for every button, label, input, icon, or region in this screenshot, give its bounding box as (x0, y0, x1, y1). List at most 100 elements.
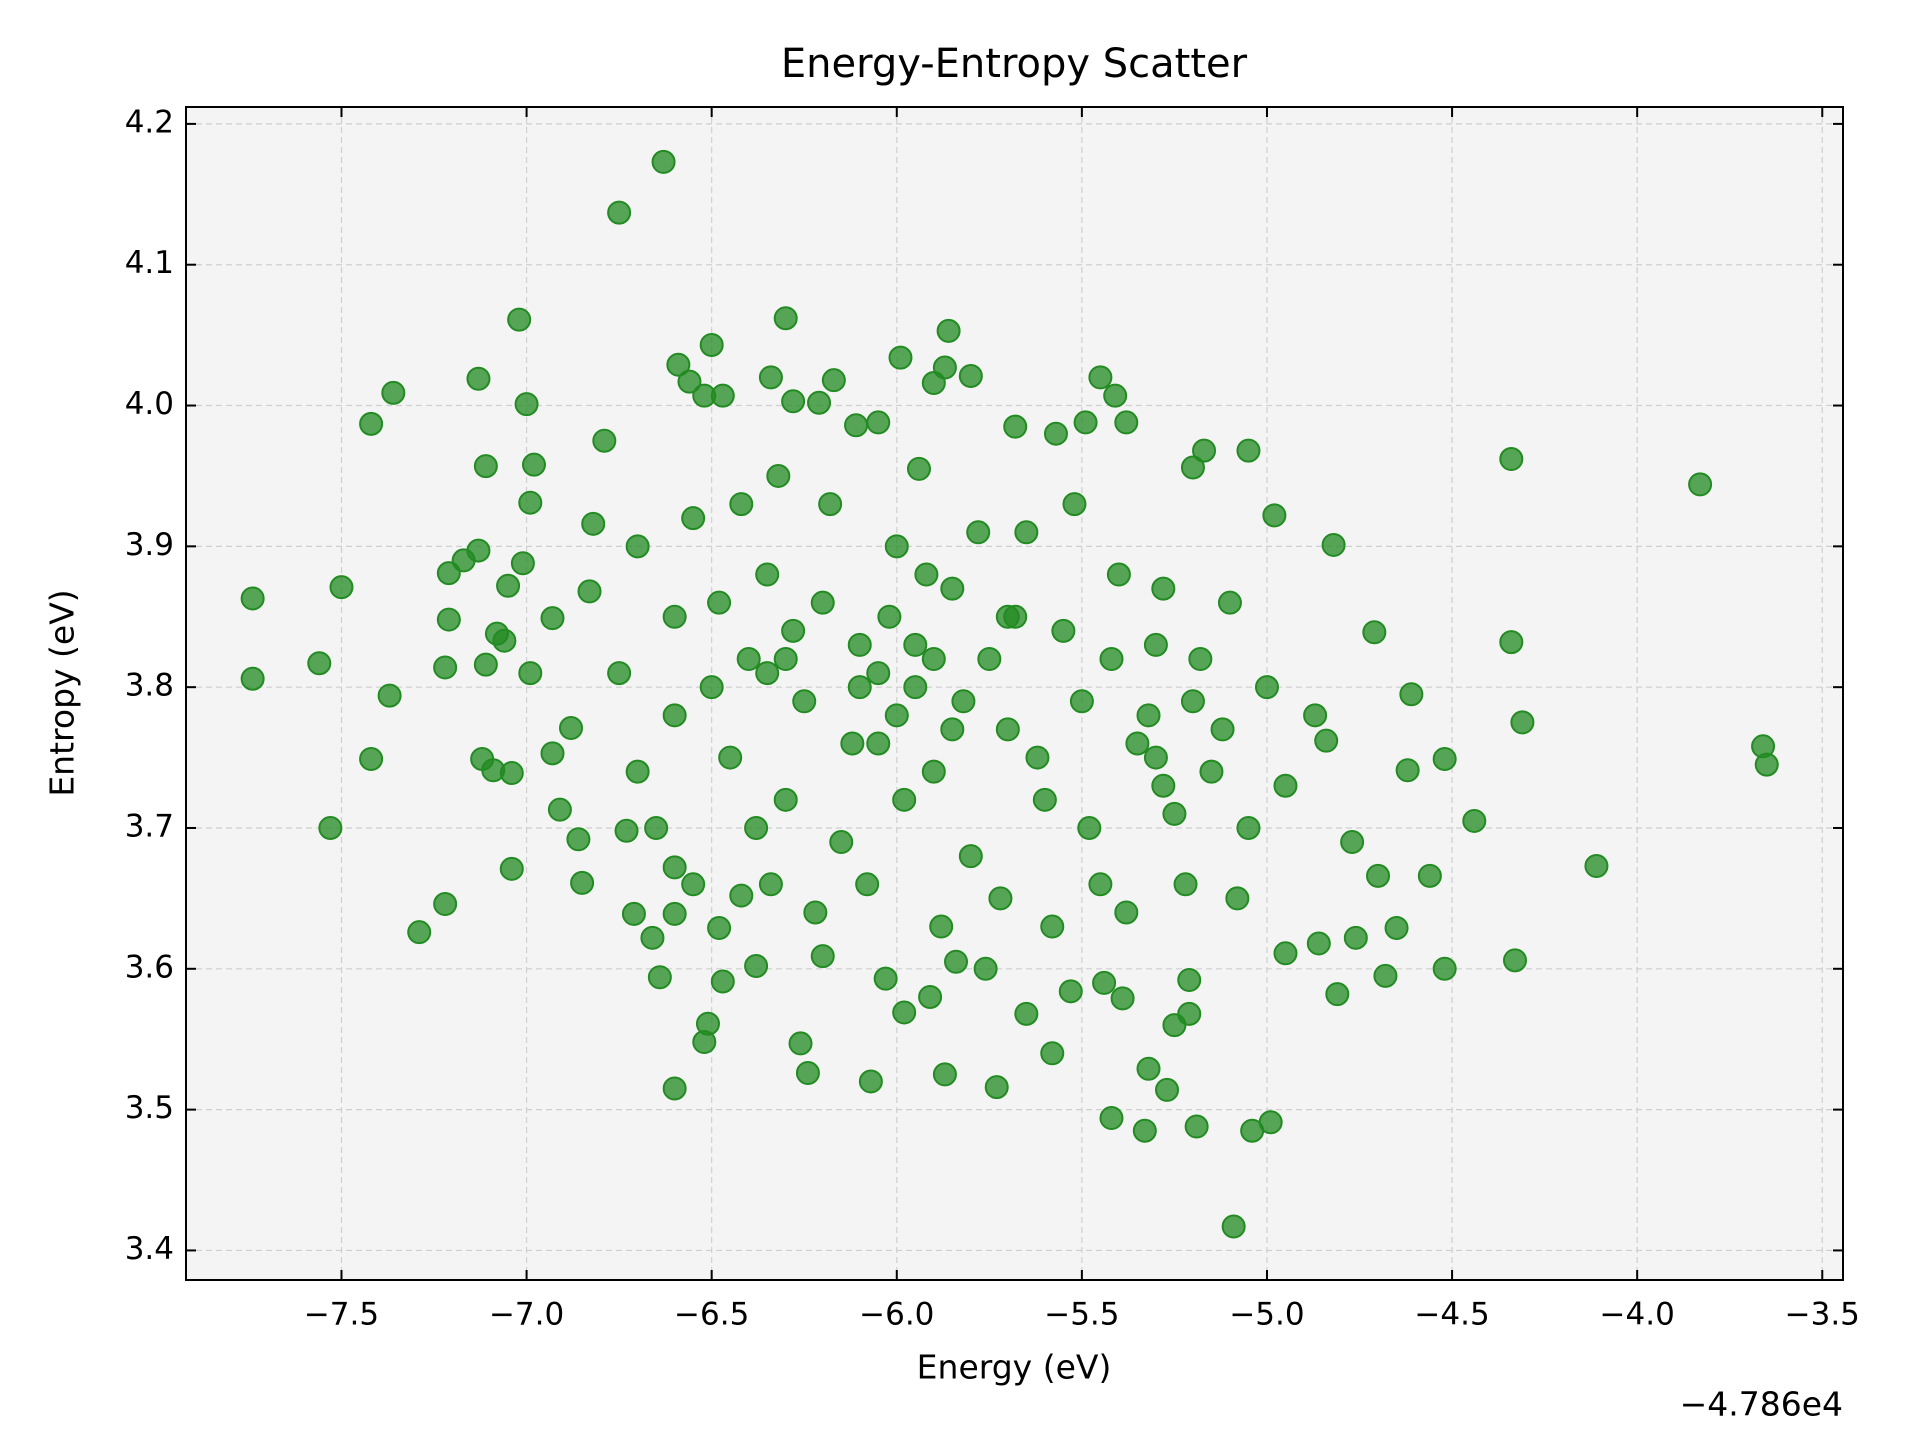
point (829, 830, 854, 855)
point (977, 647, 1002, 671)
point (877, 604, 902, 629)
point (1395, 758, 1420, 783)
point (1177, 968, 1202, 993)
x-tick-label: −3.5 (1785, 1297, 1860, 1333)
point (1088, 365, 1113, 390)
point (844, 413, 869, 438)
point (847, 675, 872, 700)
point (1099, 1106, 1124, 1131)
point (710, 969, 735, 994)
point (1188, 647, 1213, 671)
x-tick-label: −6.5 (674, 1297, 749, 1333)
point (866, 661, 891, 686)
point (1303, 703, 1328, 728)
point (1177, 1001, 1202, 1026)
point (1273, 941, 1298, 966)
point (766, 463, 791, 488)
point (240, 666, 265, 691)
point (810, 590, 835, 615)
point (662, 1076, 687, 1101)
point (984, 1075, 1009, 1100)
point (821, 368, 846, 393)
point (329, 575, 354, 600)
point (755, 661, 780, 686)
plot-frame (185, 106, 1844, 1281)
point (473, 652, 498, 677)
x-tick-label: −7.0 (489, 1297, 564, 1333)
point (940, 717, 965, 742)
point (1014, 1001, 1039, 1026)
point (577, 579, 602, 604)
point (755, 562, 780, 587)
point (973, 956, 998, 981)
point (662, 703, 687, 728)
point (625, 759, 650, 784)
point (359, 411, 384, 436)
point (729, 883, 754, 908)
point (918, 984, 943, 1009)
point (773, 306, 798, 331)
point (1132, 1118, 1157, 1143)
point (995, 717, 1020, 742)
point (929, 914, 954, 939)
point (499, 761, 524, 786)
point (1155, 1077, 1180, 1102)
point (744, 815, 769, 840)
point (1143, 632, 1168, 657)
y-tick-label: 3.6 (125, 949, 174, 985)
chart-title: Energy-Entropy Scatter (781, 41, 1248, 87)
y-tick-label: 3.9 (125, 527, 174, 563)
point (1069, 689, 1094, 714)
point (662, 855, 687, 880)
point (1384, 915, 1409, 940)
point (466, 538, 491, 563)
point (1366, 863, 1391, 888)
point (1114, 900, 1139, 925)
point (662, 901, 687, 926)
y-tick-label: 4.0 (125, 386, 174, 422)
point (1114, 410, 1139, 435)
point (1254, 675, 1279, 700)
point (307, 651, 332, 676)
x-tick-label: −4.0 (1600, 1297, 1675, 1333)
point (640, 925, 665, 950)
point (810, 944, 835, 969)
point (1032, 787, 1057, 812)
point (1199, 759, 1224, 784)
point (1099, 647, 1124, 671)
point (499, 856, 524, 881)
point (381, 380, 406, 405)
point (792, 689, 817, 714)
point (736, 647, 761, 671)
plot-area (186, 107, 1843, 1280)
point (958, 363, 983, 388)
point (1688, 472, 1713, 497)
point (1321, 532, 1346, 557)
y-tick-label: 3.7 (125, 808, 174, 844)
point (1106, 562, 1131, 587)
point (1236, 438, 1261, 463)
point (666, 352, 691, 377)
point (1040, 914, 1065, 939)
point (514, 392, 539, 417)
point (318, 815, 343, 840)
y-tick-label: 3.4 (125, 1231, 174, 1267)
point (932, 355, 957, 380)
y-tick-label: 4.2 (125, 104, 174, 140)
x-axis-label: Energy (eV) (917, 1348, 1112, 1387)
point (359, 746, 384, 771)
point (647, 965, 672, 990)
point (1262, 503, 1287, 528)
point (1136, 1056, 1161, 1081)
point (240, 586, 265, 611)
point (1373, 963, 1398, 988)
point (1136, 703, 1161, 728)
point (781, 618, 806, 643)
point (1503, 948, 1528, 973)
point (906, 456, 931, 481)
point (729, 492, 754, 517)
point (840, 731, 865, 756)
point (1092, 970, 1117, 995)
point (1014, 520, 1039, 545)
